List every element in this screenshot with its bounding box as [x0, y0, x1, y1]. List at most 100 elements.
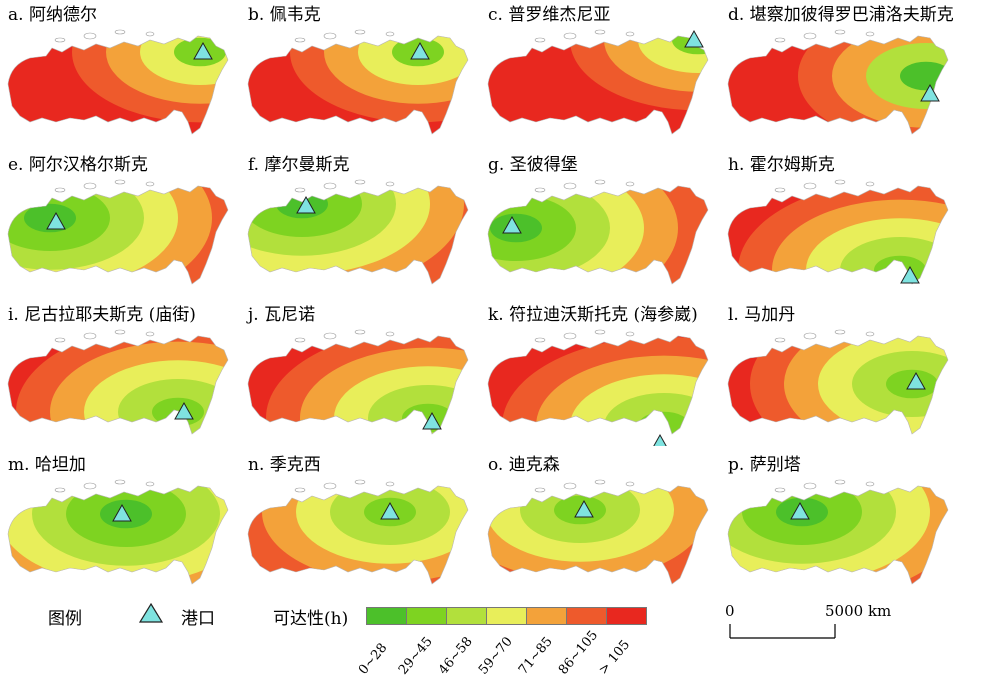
- island: [834, 29, 846, 35]
- island: [803, 32, 817, 40]
- island: [83, 332, 97, 340]
- island: [114, 29, 126, 35]
- port-marker-icon: [112, 503, 132, 522]
- island: [563, 332, 577, 340]
- map-panel: k. 符拉迪沃斯托克 (海参崴): [480, 300, 720, 450]
- russia-map: [7, 179, 229, 285]
- accessibility-zone: [118, 379, 228, 434]
- island: [834, 329, 846, 335]
- island: [594, 329, 606, 335]
- russia-map: [487, 329, 709, 446]
- port-marker-icon: [684, 29, 704, 48]
- panel-label: h. 霍尔姆斯克: [728, 155, 835, 175]
- island: [563, 182, 577, 190]
- map-panel: g. 圣彼得堡: [480, 150, 720, 300]
- panel-label: k. 符拉迪沃斯托克 (海参崴): [488, 305, 698, 325]
- island: [145, 331, 155, 337]
- russia-map: [247, 329, 469, 435]
- panel-label: f. 摩尔曼斯克: [248, 155, 350, 175]
- panel-label: b. 佩韦克: [248, 5, 321, 25]
- panel-label: e. 阿尔汉格尔斯克: [8, 155, 148, 175]
- island: [323, 32, 337, 40]
- port-triangle-icon: [138, 602, 164, 623]
- island: [294, 187, 306, 193]
- island: [865, 331, 875, 337]
- island: [294, 487, 306, 493]
- island: [114, 479, 126, 485]
- island: [625, 31, 635, 37]
- island: [534, 37, 546, 43]
- class-label: 86~105: [556, 627, 602, 678]
- map-panel: b. 佩韦克: [240, 0, 480, 150]
- island: [294, 337, 306, 343]
- island: [803, 482, 817, 490]
- island: [534, 187, 546, 193]
- island: [323, 332, 337, 340]
- island: [774, 337, 786, 343]
- island: [774, 37, 786, 43]
- russia-map: [7, 29, 229, 135]
- island: [114, 179, 126, 185]
- legend-title: 图例: [48, 609, 82, 629]
- map-panel: c. 普罗维杰尼亚: [480, 0, 720, 150]
- port-marker-icon: [296, 195, 316, 214]
- russia-map: [727, 29, 949, 135]
- panel-label: o. 迪克森: [488, 455, 560, 475]
- island: [385, 331, 395, 337]
- port-marker-icon: [422, 411, 442, 430]
- russia-map: [247, 179, 469, 285]
- russia-map: [247, 479, 469, 585]
- port-marker-icon: [790, 501, 810, 520]
- map-panel: h. 霍尔姆斯克: [720, 150, 960, 300]
- island: [834, 479, 846, 485]
- island: [114, 329, 126, 335]
- panel-label: g. 圣彼得堡: [488, 155, 578, 175]
- island: [145, 181, 155, 187]
- island: [354, 479, 366, 485]
- accessibility-zone: [638, 411, 690, 434]
- island: [54, 337, 66, 343]
- port-marker-icon: [653, 433, 667, 446]
- island: [294, 37, 306, 43]
- color-swatch: [407, 608, 447, 624]
- map-panel: o. 迪克森: [480, 450, 720, 600]
- map-panel: j. 瓦尼诺: [240, 300, 480, 450]
- class-label: 71~85: [516, 634, 556, 678]
- port-marker-icon: [410, 41, 430, 60]
- island: [625, 331, 635, 337]
- color-swatch: [527, 608, 567, 624]
- panel-label: d. 堪察加彼得罗巴浦洛夫斯克: [728, 5, 954, 25]
- port-marker-icon: [193, 41, 213, 60]
- class-label: 0~28: [356, 640, 391, 678]
- scale-start: 0: [725, 602, 735, 620]
- accessibility-title: 可达性(h): [273, 609, 349, 629]
- russia-map: [487, 179, 709, 285]
- color-swatch: [367, 608, 407, 624]
- class-label: 59~70: [476, 634, 516, 678]
- island: [54, 487, 66, 493]
- island: [834, 179, 846, 185]
- island: [54, 37, 66, 43]
- map-grid: a. 阿纳德尔 b. 佩韦克 c. 普罗维杰尼亚 d. 堪察加彼得罗巴浦洛夫斯克 e. …: [0, 0, 960, 600]
- russia-map: [247, 29, 469, 135]
- island: [54, 187, 66, 193]
- island: [83, 182, 97, 190]
- port-marker-icon: [46, 211, 66, 230]
- island: [354, 329, 366, 335]
- map-panel: d. 堪察加彼得罗巴浦洛夫斯克: [720, 0, 960, 150]
- map-panel: f. 摩尔曼斯克: [240, 150, 480, 300]
- port-marker-icon: [574, 499, 594, 518]
- panel-label: i. 尼古拉耶夫斯克 (庙街): [8, 305, 196, 325]
- russia-map: [487, 29, 709, 135]
- island: [625, 481, 635, 487]
- russia-map: [727, 479, 949, 585]
- map-panel: p. 萨别塔: [720, 450, 960, 600]
- class-label: 29~45: [396, 634, 436, 678]
- island: [354, 29, 366, 35]
- map-panel: e. 阿尔汉格尔斯克: [0, 150, 240, 300]
- island: [625, 181, 635, 187]
- island: [145, 31, 155, 37]
- island: [594, 179, 606, 185]
- island: [865, 181, 875, 187]
- island: [563, 482, 577, 490]
